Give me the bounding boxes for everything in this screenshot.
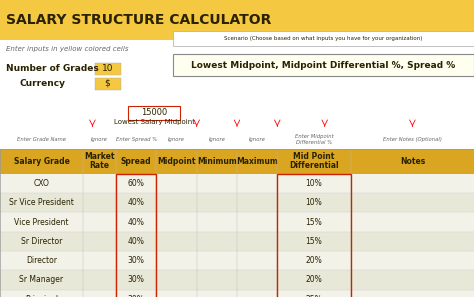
Text: Principal: Principal xyxy=(25,295,58,297)
Text: Spread: Spread xyxy=(121,157,152,166)
Text: Lowest Midpoint, Midpoint Differential %, Spread %: Lowest Midpoint, Midpoint Differential %… xyxy=(191,61,456,70)
Text: Ignore: Ignore xyxy=(91,137,108,142)
Text: Salary Grade: Salary Grade xyxy=(14,157,69,166)
Text: 25%: 25% xyxy=(306,295,322,297)
Text: Enter Notes (Optional): Enter Notes (Optional) xyxy=(383,137,442,142)
Text: 30%: 30% xyxy=(128,295,145,297)
Text: Enter inputs in yellow colored cells: Enter inputs in yellow colored cells xyxy=(6,46,128,52)
Text: 30%: 30% xyxy=(128,256,145,265)
Text: 15%: 15% xyxy=(306,237,322,246)
Text: Sr Manager: Sr Manager xyxy=(19,275,64,285)
Text: Currency: Currency xyxy=(20,79,66,88)
FancyBboxPatch shape xyxy=(95,63,121,75)
Text: 10%: 10% xyxy=(306,198,322,207)
Text: 10: 10 xyxy=(102,64,113,73)
Text: Midpoint: Midpoint xyxy=(157,157,196,166)
Text: Enter Midpoint
Differential %: Enter Midpoint Differential % xyxy=(295,134,333,145)
FancyBboxPatch shape xyxy=(128,106,180,119)
FancyBboxPatch shape xyxy=(173,31,474,46)
Text: 60%: 60% xyxy=(128,179,145,188)
Text: 30%: 30% xyxy=(128,275,145,285)
Text: 40%: 40% xyxy=(128,198,145,207)
Text: 40%: 40% xyxy=(128,217,145,227)
Text: Enter Grade Name: Enter Grade Name xyxy=(17,137,66,142)
Text: Minimum: Minimum xyxy=(197,157,237,166)
FancyBboxPatch shape xyxy=(0,251,474,270)
FancyBboxPatch shape xyxy=(173,54,474,76)
Text: 15000: 15000 xyxy=(141,108,167,117)
FancyBboxPatch shape xyxy=(0,148,474,174)
FancyBboxPatch shape xyxy=(0,232,474,251)
FancyBboxPatch shape xyxy=(0,0,474,40)
FancyBboxPatch shape xyxy=(0,193,474,212)
Text: Enter Spread %: Enter Spread % xyxy=(116,137,157,142)
Text: 15%: 15% xyxy=(306,217,322,227)
Text: 40%: 40% xyxy=(128,237,145,246)
Text: $: $ xyxy=(105,79,110,88)
Text: CXO: CXO xyxy=(34,179,49,188)
FancyBboxPatch shape xyxy=(0,290,474,297)
Text: SALARY STRUCTURE CALCULATOR: SALARY STRUCTURE CALCULATOR xyxy=(6,13,271,27)
Text: Sr Vice President: Sr Vice President xyxy=(9,198,74,207)
Text: Number of Grades: Number of Grades xyxy=(6,64,99,73)
Text: Notes: Notes xyxy=(400,157,425,166)
FancyBboxPatch shape xyxy=(0,212,474,232)
FancyBboxPatch shape xyxy=(0,174,474,193)
FancyBboxPatch shape xyxy=(95,78,121,90)
Text: Scenario (Choose based on what inputs you have for your organization): Scenario (Choose based on what inputs yo… xyxy=(224,36,423,41)
Text: Ignore: Ignore xyxy=(249,137,265,142)
Text: Ignore: Ignore xyxy=(209,137,225,142)
Text: 20%: 20% xyxy=(306,275,322,285)
Text: Ignore: Ignore xyxy=(168,137,185,142)
Text: Lowest Salary Midpoint: Lowest Salary Midpoint xyxy=(114,119,194,125)
Text: Mid Point
Differential: Mid Point Differential xyxy=(289,152,339,170)
Text: Vice President: Vice President xyxy=(14,217,69,227)
Text: 10%: 10% xyxy=(306,179,322,188)
Text: Market
Rate: Market Rate xyxy=(84,152,115,170)
FancyBboxPatch shape xyxy=(0,270,474,290)
Text: Maximum: Maximum xyxy=(236,157,278,166)
Text: Director: Director xyxy=(26,256,57,265)
Text: 20%: 20% xyxy=(306,256,322,265)
Text: Sr Director: Sr Director xyxy=(21,237,62,246)
